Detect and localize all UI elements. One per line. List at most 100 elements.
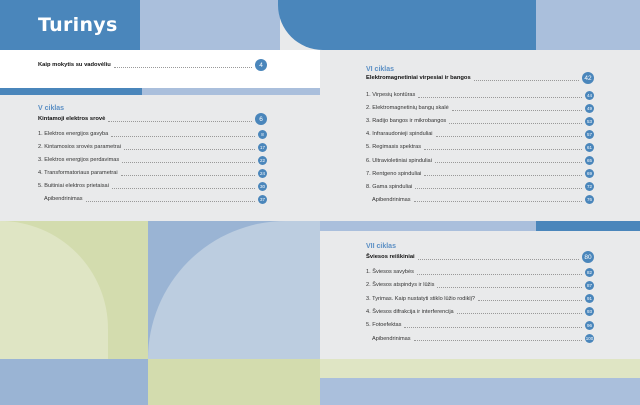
toc-entry-intro[interactable]: Kaip mokytis su vadovėliu 4 — [38, 59, 267, 71]
entry-label: 4. Infraraudonieji spinduliai — [366, 131, 433, 138]
toc-entry[interactable]: 2. Šviesos atspindys ir lūžis 87 — [366, 279, 594, 291]
page-badge: 91 — [585, 294, 594, 304]
entry-label: 5. Regimasis spektras — [366, 144, 422, 151]
page-badge: 44 — [585, 90, 594, 100]
toc-entry[interactable]: 6. Ultravioletiniai spinduliai 65 — [366, 155, 594, 167]
entry-label: 3. Tyrimas. Kaip nustatyti stiklo lūžio … — [366, 295, 476, 302]
entry-label: 4. Transformatoriaus parametrai — [38, 170, 118, 176]
leader-dots — [418, 96, 582, 98]
entry-label: Šviesos reiškiniai — [366, 254, 415, 260]
toc-entry-main[interactable]: Kintamoji elektros srovė 6 — [38, 113, 267, 125]
leader-dots — [113, 66, 252, 68]
entry-label: 2. Kintamosios srovės parametrai — [38, 144, 122, 150]
toc-entry[interactable]: Apibendrinimas 37 — [38, 193, 267, 205]
leader-dots — [122, 161, 255, 163]
entry-label: Apibendrinimas — [372, 335, 411, 342]
toc-entry[interactable]: 5. Fotoefektas 96 — [366, 319, 594, 331]
entry-label: 3. Elektros energijos perdavimas — [38, 157, 120, 163]
toc-entry[interactable]: 3. Tyrimas. Kaip nustatyti stiklo lūžio … — [366, 293, 594, 305]
entry-label: 2. Šviesos atspindys ir lūžis — [366, 282, 435, 289]
entry-label: Apibendrinimas — [372, 196, 411, 203]
leader-dots — [108, 120, 252, 122]
toc-entry[interactable]: 5. Buitiniai elektros prietaisai 30 — [38, 180, 267, 192]
toc-entry[interactable]: 4. Transformatoriaus parametrai 24 — [38, 167, 267, 179]
decor-block — [320, 359, 640, 378]
toc-entry[interactable]: 8. Gama spinduliai 72 — [366, 181, 594, 193]
toc-entry[interactable]: 1. Elektros energijos gavyba 8 — [38, 128, 267, 140]
cycle-heading: VI ciklas — [366, 66, 395, 73]
leader-dots — [413, 201, 582, 203]
decor-shape — [0, 221, 108, 359]
toc-entry[interactable]: 3. Elektros energijos perdavimas 22 — [38, 154, 267, 166]
leader-dots — [85, 200, 255, 202]
toc-entry[interactable]: 2. Elektromagnetinių bangų skalė 49 — [366, 102, 594, 114]
entry-label: 5. Fotoefektas — [366, 322, 402, 329]
toc-entry[interactable]: 7. Rentgeno spinduliai 69 — [366, 168, 594, 180]
decor-block — [320, 378, 640, 405]
decor-block — [0, 221, 148, 359]
toc-entry[interactable]: 1. Virpesių kontūras 44 — [366, 89, 594, 101]
decor-block — [0, 359, 148, 405]
leader-dots — [449, 122, 582, 124]
leader-dots — [424, 175, 582, 177]
toc-entry[interactable]: 4. Infraraudonieji spinduliai 57 — [366, 128, 594, 140]
leader-dots — [478, 300, 582, 302]
header-rounded-block — [278, 0, 536, 50]
page-badge: 42 — [582, 72, 594, 84]
entry-label: Apibendrinimas — [44, 196, 83, 202]
stripe — [536, 221, 640, 231]
page-badge: 37 — [258, 194, 267, 204]
toc-entry[interactable]: 4. Šviesos difrakcija ir interferencija 9… — [366, 306, 594, 318]
leader-dots — [413, 340, 582, 341]
entry-label: 5. Buitiniai elektros prietaisai — [38, 183, 109, 189]
page-badge: 82 — [585, 267, 594, 277]
toc-entry[interactable]: 3. Radijo bangos ir mikrobangos 53 — [366, 115, 594, 127]
entry-label: Elektromagnetiniai virpesiai ir bangos — [366, 75, 471, 81]
leader-dots — [473, 79, 579, 81]
toc-entry-main[interactable]: Elektromagnetiniai virpesiai ir bangos 42 — [366, 72, 594, 84]
page-badge: 49 — [585, 103, 594, 113]
page-badge: 80 — [582, 251, 594, 263]
leader-dots — [424, 148, 582, 150]
page-badge: 96 — [585, 320, 594, 330]
page-badge: 17 — [258, 142, 267, 152]
decor-block — [148, 359, 320, 405]
leader-dots — [451, 109, 582, 111]
entry-label: Kaip mokytis su vadovėliu — [38, 62, 111, 68]
toc-entry[interactable]: 5. Regimasis spektras 61 — [366, 141, 594, 153]
leader-dots — [434, 162, 582, 163]
entry-label: 1. Šviesos savybės — [366, 269, 414, 275]
page-badge: 61 — [585, 142, 594, 152]
toc-entry-main[interactable]: Šviesos reiškiniai 80 — [366, 251, 594, 263]
page-badge: 57 — [585, 129, 594, 139]
page-badge: 76 — [585, 195, 594, 205]
toc-entry[interactable]: 1. Šviesos savybės 82 — [366, 266, 594, 278]
intro-panel — [0, 50, 320, 88]
header-block — [140, 0, 280, 50]
leader-dots — [124, 148, 255, 150]
entry-label: 8. Gama spinduliai — [366, 183, 413, 190]
page-badge: 22 — [258, 155, 267, 165]
entry-label: Kintamoji elektros srovė — [38, 116, 106, 122]
header-block — [0, 0, 140, 50]
decor-block — [148, 221, 320, 359]
entry-label: 3. Radijo bangos ir mikrobangos — [366, 118, 447, 125]
page-badge: 24 — [258, 168, 267, 178]
leader-dots — [437, 286, 582, 288]
page-badge: 72 — [585, 182, 594, 192]
toc-entry[interactable]: 2. Kintamosios srovės parametrai 17 — [38, 141, 267, 153]
leader-dots — [417, 258, 579, 260]
page-badge: 4 — [255, 59, 267, 71]
toc-entry[interactable]: Apibendrinimas 76 — [366, 194, 594, 206]
entry-label: 7. Rentgeno spinduliai — [366, 170, 422, 177]
entry-label: 2. Elektromagnetinių bangų skalė — [366, 105, 449, 112]
leader-dots — [120, 174, 255, 176]
page-badge: 30 — [258, 181, 267, 191]
leader-dots — [111, 187, 255, 189]
header-block — [536, 0, 640, 50]
toc-entry[interactable]: Apibendrinimas 100 — [366, 333, 594, 345]
leader-dots — [416, 273, 582, 275]
page-badge: 100 — [585, 334, 594, 343]
entry-label: 6. Ultravioletiniai spinduliai — [366, 157, 432, 164]
page-badge: 8 — [258, 129, 267, 139]
